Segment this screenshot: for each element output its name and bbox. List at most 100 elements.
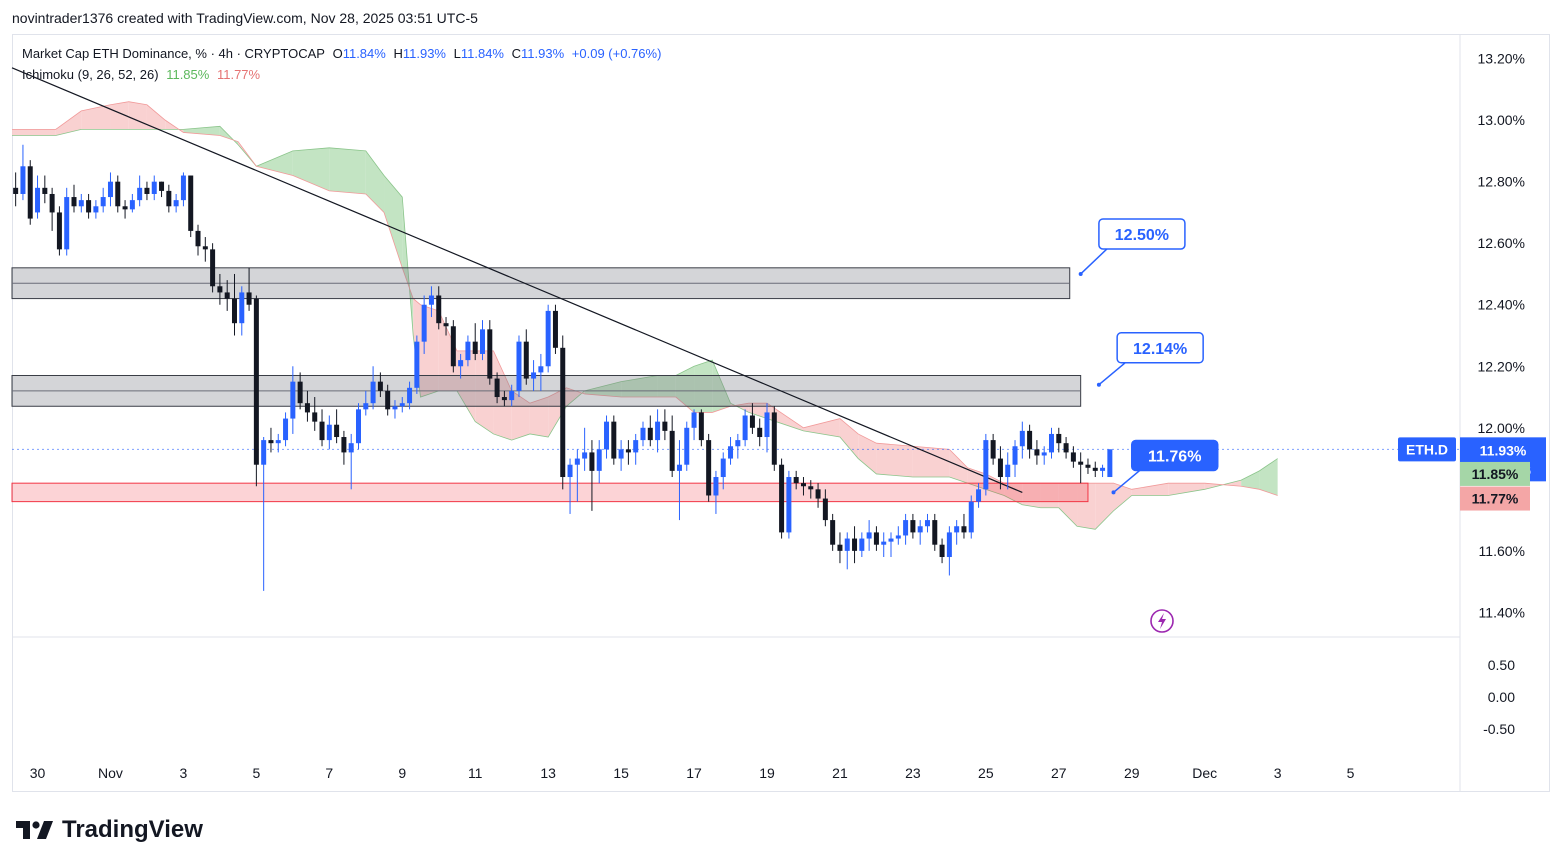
candle-body [997, 458, 1003, 478]
candle-body [800, 483, 806, 487]
candle-body [924, 520, 930, 527]
candle-body [764, 412, 770, 438]
oscillator-tick-label: -0.50 [1483, 721, 1515, 737]
cloud-segment [657, 375, 676, 398]
cloud-segment [438, 310, 457, 391]
candle-body [465, 341, 471, 361]
cloud-segment [365, 150, 385, 213]
candle-body [852, 538, 858, 551]
candle-body [837, 544, 843, 551]
cloud-segment [493, 350, 512, 441]
chart-frame[interactable] [12, 34, 1550, 792]
candle-body [932, 520, 938, 545]
candle-body [458, 360, 464, 367]
candle-body [669, 430, 675, 471]
candle-body [27, 166, 33, 219]
legend-high-label: H [393, 46, 403, 61]
cloud-segment [1095, 483, 1114, 530]
candle-body [202, 246, 208, 250]
candle-body [1034, 449, 1040, 456]
candle-body [1107, 449, 1113, 478]
flash-icon[interactable] [1150, 609, 1174, 633]
callout-anchor [1078, 271, 1083, 276]
callout[interactable]: 12.14% [1096, 332, 1204, 387]
cloud-segment [876, 443, 913, 478]
legend-change: +0.09 (+0.76%) [571, 46, 662, 61]
candle-body [35, 187, 41, 213]
candle-body [1056, 433, 1062, 444]
cloud-segment [912, 446, 950, 478]
cloud-segment [329, 147, 366, 194]
cloud-segment [292, 147, 330, 191]
candle-body [596, 449, 602, 471]
candle-body [742, 415, 748, 441]
cloud-segment [694, 360, 713, 413]
cloud-segment [1077, 483, 1096, 530]
cloud-segment [456, 350, 476, 422]
cloud-segment [748, 403, 768, 419]
candle-body [881, 541, 887, 545]
candle-body [246, 292, 252, 305]
candle-body [633, 440, 639, 453]
tradingview-logo-icon [16, 821, 53, 839]
legend-ichimoku[interactable]: Ichimoku (9, 26, 52, 26) 11.85% 11.77% [22, 67, 264, 82]
chart-credit-line: novintrader1376 created with TradingView… [12, 10, 478, 26]
cloud-segment [949, 449, 968, 484]
candle-body [786, 477, 792, 533]
candle-body [1048, 433, 1054, 453]
candle-body [501, 397, 507, 401]
callout-text: 12.50% [1115, 227, 1169, 244]
candle-body [968, 501, 974, 533]
candle-body [917, 526, 923, 533]
candle-body [173, 200, 179, 207]
candle-body [771, 412, 777, 465]
candle-body [304, 403, 310, 413]
candle-body [283, 418, 289, 441]
candle-body [275, 440, 281, 444]
cloud-segment [584, 381, 622, 398]
candle-body [122, 206, 128, 210]
price-labels: ETH.D11.93%03:08:5611.85%11.77% [1398, 437, 1546, 511]
callout[interactable]: 11.76% [1111, 439, 1219, 495]
candle-body [531, 372, 537, 379]
candle-body [436, 295, 442, 324]
candle-body [297, 381, 303, 404]
candle-body [217, 286, 223, 293]
time-tick-label: 27 [1051, 765, 1067, 781]
candle-body [348, 443, 354, 453]
cloud-segment [128, 101, 147, 130]
callout[interactable]: 12.50% [1078, 218, 1186, 276]
candle-body [1092, 467, 1098, 471]
candle-body [414, 341, 420, 388]
time-tick-label: 23 [905, 765, 921, 781]
candle-body [1012, 446, 1018, 465]
candle-body [42, 187, 48, 194]
candle-body [698, 412, 704, 441]
time-tick-label: 13 [540, 765, 556, 781]
candle-body [728, 446, 734, 459]
candle-body [604, 421, 610, 450]
cloud-segment [146, 104, 166, 130]
price-tick-label: 11.60% [1479, 543, 1525, 559]
candle-body [961, 526, 967, 533]
candle-body [487, 329, 493, 379]
price-tick-label: 13.00% [1478, 112, 1525, 128]
trendline [11, 67, 1023, 493]
candle-body [472, 341, 478, 354]
candle-body [71, 197, 77, 207]
candle-body [538, 366, 544, 373]
candle-body [910, 520, 916, 533]
candle-body [290, 381, 296, 419]
ichimoku-price-tag [1460, 461, 1530, 486]
candle-body [195, 230, 201, 247]
tradingview-logo[interactable]: TradingView [16, 816, 203, 844]
time-tick-label: 7 [325, 765, 333, 781]
candle-body [939, 544, 945, 558]
candle-body [655, 421, 661, 441]
candle-body [224, 292, 230, 299]
candle-body [545, 310, 551, 367]
cloud-segment [767, 403, 804, 431]
candle-body [385, 390, 391, 410]
legend-main: Market Cap ETH Dominance, % · 4h · CRYPT… [22, 46, 665, 61]
